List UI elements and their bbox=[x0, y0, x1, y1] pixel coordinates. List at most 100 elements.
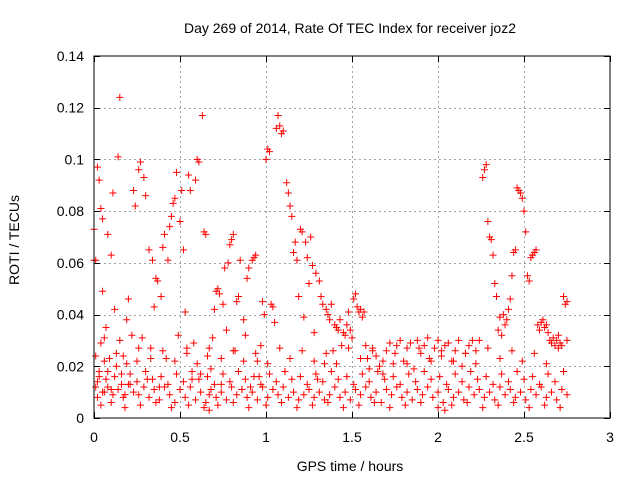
data-point bbox=[173, 370, 181, 378]
data-point bbox=[480, 166, 488, 174]
data-point bbox=[558, 386, 566, 394]
data-point bbox=[97, 401, 105, 409]
data-point bbox=[425, 355, 433, 363]
data-point bbox=[109, 189, 117, 197]
data-point bbox=[298, 228, 306, 236]
data-point bbox=[486, 388, 494, 396]
data-point bbox=[291, 238, 299, 246]
data-point bbox=[252, 251, 260, 259]
data-point bbox=[93, 393, 101, 401]
data-point bbox=[269, 303, 277, 311]
data-point bbox=[229, 230, 237, 238]
data-point bbox=[386, 404, 394, 412]
data-point bbox=[444, 386, 452, 394]
data-point bbox=[489, 251, 497, 259]
data-point bbox=[97, 205, 105, 213]
data-point bbox=[111, 373, 119, 381]
data-point bbox=[338, 342, 346, 350]
data-point bbox=[100, 334, 108, 342]
data-point bbox=[197, 370, 205, 378]
data-point bbox=[525, 277, 533, 285]
data-point bbox=[92, 383, 100, 391]
data-points bbox=[90, 93, 571, 414]
data-point bbox=[253, 396, 261, 404]
data-point bbox=[171, 194, 179, 202]
data-point bbox=[403, 360, 411, 368]
data-point bbox=[114, 386, 122, 394]
data-point bbox=[226, 241, 234, 249]
data-point bbox=[185, 171, 193, 179]
data-point bbox=[465, 342, 473, 350]
y-tick-label: 0.08 bbox=[57, 203, 84, 219]
data-point bbox=[530, 349, 538, 357]
data-point bbox=[159, 243, 167, 251]
data-point bbox=[348, 334, 356, 342]
data-point bbox=[167, 404, 175, 412]
data-point bbox=[553, 396, 561, 404]
data-point bbox=[200, 404, 208, 412]
data-point bbox=[363, 355, 371, 363]
data-point bbox=[236, 256, 244, 264]
data-point bbox=[350, 380, 358, 388]
data-point bbox=[233, 391, 241, 399]
data-point bbox=[310, 329, 318, 337]
data-point bbox=[443, 380, 451, 388]
data-point bbox=[119, 352, 127, 360]
data-point bbox=[138, 334, 146, 342]
data-point bbox=[508, 347, 516, 355]
data-point bbox=[104, 230, 112, 238]
data-point bbox=[505, 305, 513, 313]
data-point bbox=[205, 406, 213, 414]
data-point bbox=[99, 388, 107, 396]
data-point bbox=[295, 396, 303, 404]
data-point bbox=[484, 217, 492, 225]
data-point bbox=[523, 272, 531, 280]
data-point bbox=[417, 398, 425, 406]
data-point bbox=[420, 342, 428, 350]
data-point bbox=[202, 398, 210, 406]
data-point bbox=[99, 287, 107, 295]
data-point bbox=[324, 398, 332, 406]
data-point bbox=[563, 391, 571, 399]
data-point bbox=[216, 290, 224, 298]
data-point bbox=[150, 386, 158, 394]
data-point bbox=[118, 380, 126, 388]
data-point bbox=[408, 396, 416, 404]
data-point bbox=[111, 305, 119, 313]
data-point bbox=[191, 396, 199, 404]
data-point bbox=[415, 344, 423, 352]
data-point bbox=[288, 212, 296, 220]
data-point bbox=[315, 388, 323, 396]
data-point bbox=[419, 391, 427, 399]
data-point bbox=[262, 155, 270, 163]
data-point bbox=[126, 370, 134, 378]
x-tick-label: 0.5 bbox=[170, 429, 190, 445]
data-point bbox=[501, 391, 509, 399]
data-point bbox=[499, 311, 507, 319]
y-tick-label: 0 bbox=[76, 410, 84, 426]
data-point bbox=[265, 370, 273, 378]
data-point bbox=[362, 342, 370, 350]
data-point bbox=[202, 230, 210, 238]
data-point bbox=[183, 349, 191, 357]
data-point bbox=[389, 373, 397, 381]
data-point bbox=[253, 357, 261, 365]
data-point bbox=[362, 383, 370, 391]
y-tick-label: 0.06 bbox=[57, 255, 84, 271]
data-point bbox=[405, 370, 413, 378]
data-point bbox=[544, 329, 552, 337]
data-point bbox=[396, 380, 404, 388]
data-point bbox=[264, 360, 272, 368]
data-point bbox=[221, 264, 229, 272]
data-point bbox=[214, 401, 222, 409]
data-point bbox=[518, 357, 526, 365]
data-point bbox=[178, 186, 186, 194]
data-point bbox=[372, 388, 380, 396]
data-point bbox=[513, 367, 521, 375]
data-point bbox=[377, 398, 385, 406]
data-point bbox=[351, 290, 359, 298]
data-point bbox=[279, 127, 287, 135]
data-point bbox=[496, 383, 504, 391]
data-point bbox=[475, 386, 483, 394]
data-point bbox=[522, 228, 530, 236]
